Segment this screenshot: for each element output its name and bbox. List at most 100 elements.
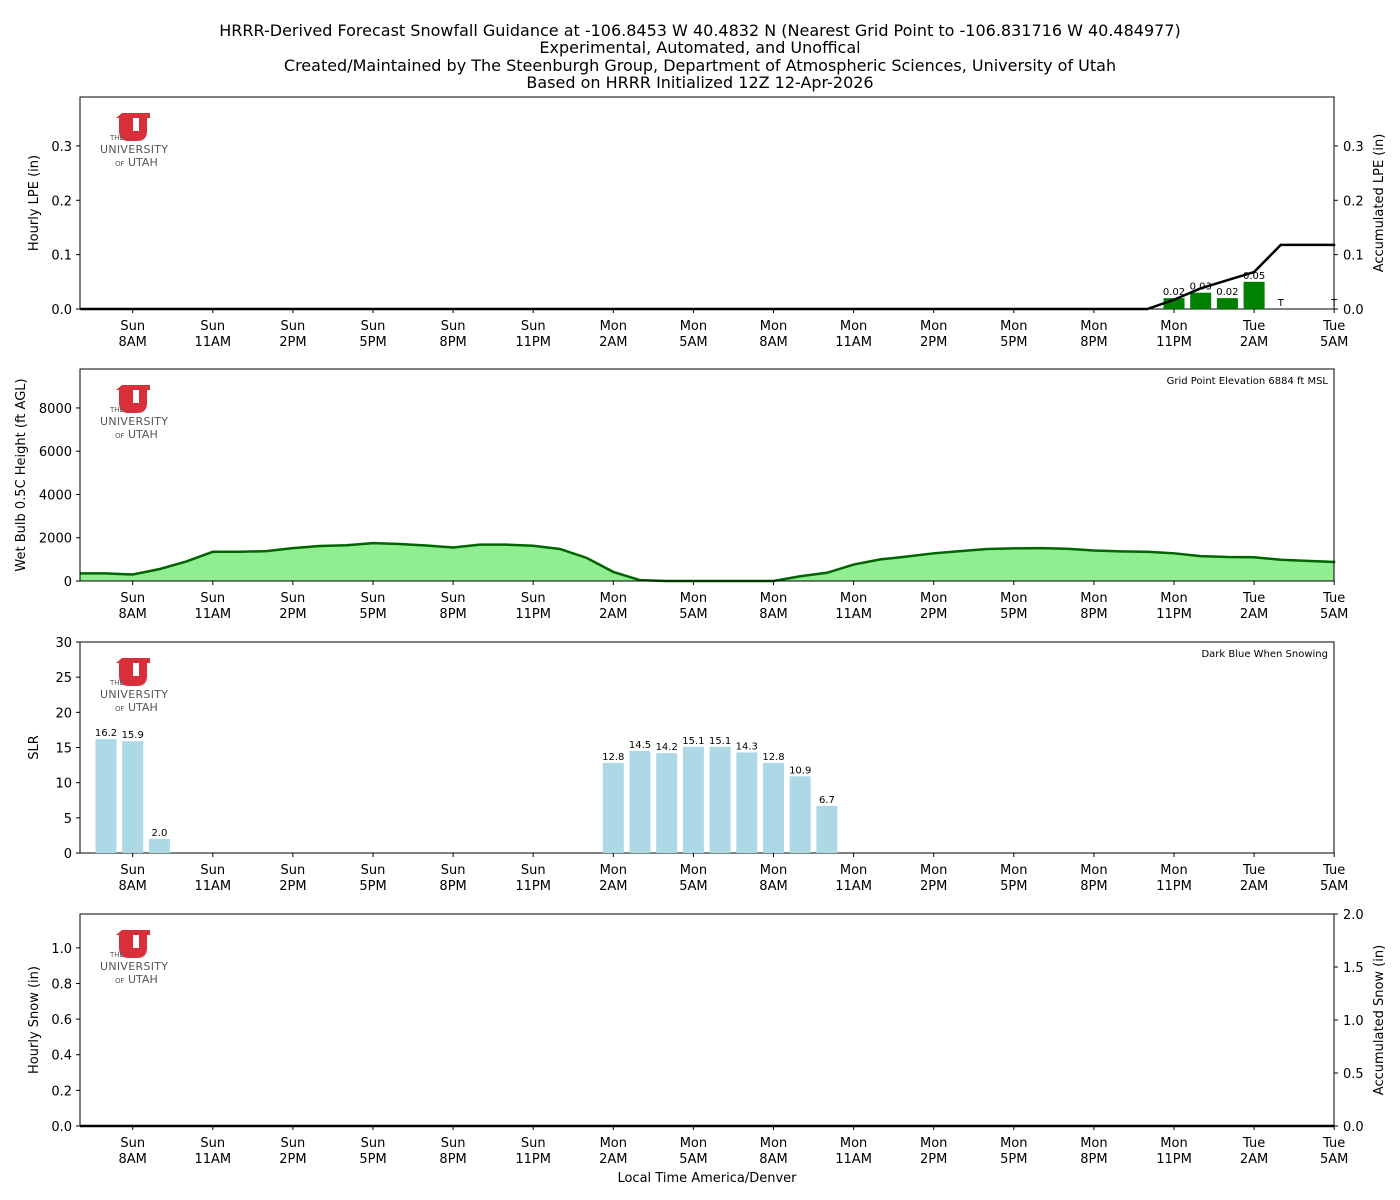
y-tick-label-slr: 25 [55, 671, 72, 686]
x-tick-time-slr: 11AM [194, 879, 231, 894]
x-tick-day-lpe: Sun [521, 319, 546, 334]
y2-axis-label-lpe: Accumulated LPE (in) [1372, 134, 1387, 273]
x-tick-day-snow: Sun [521, 1136, 546, 1151]
y-tick-label-slr: 10 [55, 777, 72, 792]
x-tick-time-wetbulb: 5PM [359, 607, 386, 622]
x-tick-time-lpe: 11AM [835, 335, 872, 350]
slr-bar-label: 15.9 [122, 730, 144, 741]
x-tick-day-slr: Tue [1242, 863, 1265, 878]
y-tick-label-lpe: 0.1 [51, 249, 72, 264]
y-tick-label-slr: 20 [55, 706, 72, 721]
y-tick-label-slr: 30 [55, 636, 72, 651]
y-tick-label-lpe: 0.2 [51, 194, 72, 209]
y-axis-label-wetbulb: Wet Bulb 0.5C Height (ft AGL) [14, 378, 29, 571]
x-tick-day-wetbulb: Mon [1000, 591, 1027, 606]
x-tick-day-wetbulb: Mon [680, 591, 707, 606]
x-tick-day-slr: Mon [680, 863, 707, 878]
y2-tick-label-snow: 1.0 [1343, 1014, 1364, 1029]
x-tick-day-snow: Sun [441, 1136, 466, 1151]
x-tick-time-slr: 5AM [1320, 879, 1348, 894]
x-tick-time-snow: 11AM [835, 1152, 872, 1167]
x-tick-day-snow: Sun [200, 1136, 225, 1151]
slr-bar-label: 15.1 [709, 736, 731, 747]
slr-bar [95, 739, 117, 853]
y2-tick-label-lpe: 0.0 [1343, 303, 1364, 318]
x-tick-day-wetbulb: Mon [1160, 591, 1187, 606]
x-tick-time-wetbulb: 8PM [1080, 607, 1107, 622]
y-tick-label-slr: 0 [64, 847, 72, 862]
y2-tick-label-snow: 0.5 [1343, 1067, 1364, 1082]
x-tick-time-wetbulb: 2AM [599, 607, 627, 622]
y-axis-label-lpe: Hourly LPE (in) [27, 155, 42, 251]
y-axis-label-snow: Hourly Snow (in) [27, 966, 42, 1074]
x-tick-time-lpe: 2PM [920, 335, 947, 350]
y-tick-label-slr: 5 [64, 812, 72, 827]
x-tick-time-snow: 5AM [1320, 1152, 1348, 1167]
x-tick-day-lpe: Mon [920, 319, 947, 334]
utah-u-icon [116, 385, 150, 413]
logo-university: UNIVERSITY [100, 415, 168, 428]
x-tick-time-snow: 8PM [439, 1152, 466, 1167]
x-tick-day-snow: Sun [120, 1136, 145, 1151]
title-line-3: Created/Maintained by The Steenburgh Gro… [283, 56, 1117, 75]
y-tick-label-wetbulb: 8000 [39, 402, 72, 417]
x-tick-day-snow: Tue [1242, 1136, 1265, 1151]
y2-tick-label-snow: 0.0 [1343, 1120, 1364, 1135]
x-tick-day-lpe: Mon [1160, 319, 1187, 334]
x-tick-time-snow: 2PM [279, 1152, 306, 1167]
x-tick-day-wetbulb: Sun [281, 591, 306, 606]
x-tick-time-wetbulb: 8AM [759, 607, 787, 622]
x-tick-time-wetbulb: 5AM [679, 607, 707, 622]
utah-u-icon [116, 658, 150, 686]
x-tick-day-snow: Mon [760, 1136, 787, 1151]
slr-bar-label: 12.8 [602, 752, 624, 763]
lpe-trace-label: T [1277, 298, 1285, 309]
x-tick-time-wetbulb: 5PM [1000, 607, 1027, 622]
y2-axis-label-snow: Accumulated Snow (in) [1372, 945, 1387, 1095]
x-tick-time-wetbulb: 11PM [515, 607, 551, 622]
title-line-4: Based on HRRR Initialized 12Z 12-Apr-202… [526, 73, 874, 92]
lpe-bar-label: 0.02 [1163, 287, 1185, 298]
x-tick-day-lpe: Sun [361, 319, 386, 334]
x-tick-day-lpe: Mon [680, 319, 707, 334]
lpe-bar [1163, 298, 1185, 309]
slr-bar [122, 741, 144, 853]
x-tick-time-snow: 2PM [920, 1152, 947, 1167]
utah-u-icon [116, 930, 150, 958]
y-tick-label-wetbulb: 6000 [39, 445, 72, 460]
lpe-bar-label: 0.02 [1216, 287, 1238, 298]
x-tick-time-slr: 11PM [1156, 879, 1192, 894]
x-tick-time-snow: 11PM [515, 1152, 551, 1167]
logo-utah: UTAH [128, 156, 158, 169]
y-tick-label-lpe: 0.0 [51, 303, 72, 318]
plot-frame-snow [79, 913, 1335, 1127]
x-tick-day-lpe: Sun [441, 319, 466, 334]
logo-of: OF [115, 705, 125, 713]
logo-utah: UTAH [128, 428, 158, 441]
slr-bar-label: 10.9 [789, 765, 811, 776]
x-tick-time-snow: 8PM [1080, 1152, 1107, 1167]
logo-of: OF [115, 432, 125, 440]
x-tick-time-lpe: 2PM [279, 335, 306, 350]
slr-bar-label: 14.2 [656, 742, 678, 753]
slr-bar-label: 12.8 [762, 752, 784, 763]
x-tick-day-slr: Mon [1000, 863, 1027, 878]
y-tick-label-snow: 0.2 [51, 1084, 72, 1099]
slr-bar [629, 751, 651, 853]
y2-tick-label-snow: 2.0 [1343, 908, 1364, 923]
x-tick-day-wetbulb: Sun [200, 591, 225, 606]
snowing-annotation: Dark Blue When Snowing [1201, 649, 1328, 660]
y-tick-label-snow: 0.4 [51, 1049, 72, 1064]
x-tick-day-lpe: Sun [281, 319, 306, 334]
x-tick-time-snow: 2AM [599, 1152, 627, 1167]
x-tick-time-slr: 8AM [759, 879, 787, 894]
x-tick-day-lpe: Mon [1080, 319, 1107, 334]
x-tick-time-slr: 11PM [515, 879, 551, 894]
slr-bar [763, 762, 784, 853]
lpe-trace-label: T [1330, 298, 1338, 309]
x-tick-day-snow: Mon [1160, 1136, 1187, 1151]
